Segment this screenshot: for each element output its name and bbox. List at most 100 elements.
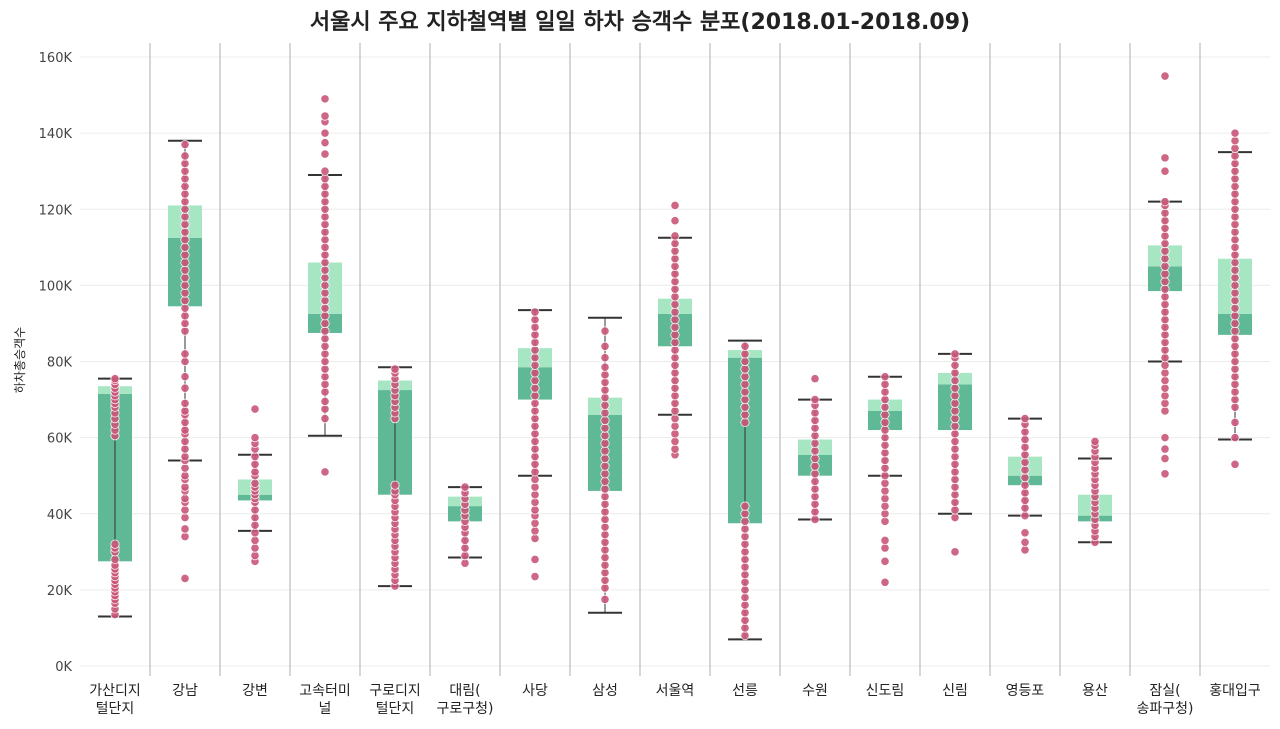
data-point bbox=[600, 408, 610, 418]
data-point bbox=[1020, 480, 1030, 490]
data-point bbox=[320, 295, 330, 306]
data-point bbox=[600, 461, 610, 471]
data-point bbox=[810, 507, 820, 517]
x-tick-label: 서울역 bbox=[656, 683, 695, 699]
data-point bbox=[600, 476, 610, 486]
data-point bbox=[600, 362, 610, 372]
data-point bbox=[670, 360, 680, 370]
y-axis-label: 하차총승객수 bbox=[13, 327, 27, 393]
data-point bbox=[810, 499, 820, 509]
data-point bbox=[740, 394, 750, 405]
data-point bbox=[250, 478, 260, 488]
x-tick-label: 대림( bbox=[449, 683, 480, 699]
data-point bbox=[600, 341, 610, 351]
data-point bbox=[740, 417, 750, 427]
data-point bbox=[1160, 261, 1170, 271]
data-point bbox=[740, 379, 750, 389]
data-point bbox=[180, 181, 190, 192]
data-point bbox=[950, 368, 960, 378]
data-point bbox=[530, 452, 540, 462]
data-point bbox=[320, 94, 330, 104]
data-point bbox=[1230, 265, 1240, 275]
data-point bbox=[810, 394, 820, 405]
data-point bbox=[180, 311, 190, 321]
data-point bbox=[1230, 143, 1240, 153]
data-point bbox=[880, 509, 890, 519]
data-point bbox=[880, 486, 890, 496]
data-point bbox=[1160, 383, 1170, 393]
data-point bbox=[180, 166, 190, 176]
data-point bbox=[1160, 337, 1170, 348]
data-point bbox=[320, 197, 330, 207]
data-point bbox=[180, 242, 190, 252]
data-point bbox=[950, 452, 960, 462]
x-tick-label: 널 bbox=[319, 701, 332, 717]
data-point bbox=[670, 231, 680, 241]
data-point bbox=[530, 490, 540, 500]
data-point bbox=[600, 594, 610, 604]
data-point bbox=[950, 436, 960, 447]
chart-title: 서울시 주요 지하철역별 일일 하차 승객수 분포(2018.01-2018.0… bbox=[309, 10, 971, 35]
data-point bbox=[670, 246, 680, 256]
data-point bbox=[600, 560, 610, 570]
data-point bbox=[250, 404, 260, 414]
data-point bbox=[530, 518, 540, 528]
data-point bbox=[530, 368, 540, 378]
data-point bbox=[810, 415, 820, 426]
data-point bbox=[950, 383, 960, 393]
data-point bbox=[1160, 375, 1170, 386]
data-point bbox=[880, 455, 890, 466]
data-point bbox=[1230, 136, 1240, 146]
data-point bbox=[1160, 197, 1170, 207]
data-point bbox=[880, 471, 890, 481]
data-point bbox=[320, 250, 330, 260]
data-point bbox=[390, 480, 400, 490]
data-point bbox=[180, 383, 190, 393]
data-point bbox=[1160, 368, 1170, 378]
data-point bbox=[1160, 208, 1170, 218]
data-point bbox=[320, 341, 330, 351]
data-point bbox=[180, 493, 190, 504]
data-point bbox=[1020, 450, 1030, 460]
data-point bbox=[1160, 433, 1170, 443]
data-point bbox=[1020, 442, 1030, 452]
data-point bbox=[670, 330, 680, 340]
data-point bbox=[950, 512, 960, 523]
data-point bbox=[530, 505, 540, 515]
y-tick-label: 80K bbox=[47, 356, 73, 371]
data-point bbox=[670, 421, 680, 431]
data-point bbox=[530, 307, 540, 317]
x-tick-label: 용산 bbox=[1082, 683, 1108, 699]
data-point bbox=[1230, 402, 1240, 412]
data-point bbox=[740, 577, 750, 587]
x-tick-label: 구로디지 bbox=[369, 683, 421, 699]
data-point bbox=[1230, 364, 1240, 374]
data-point bbox=[810, 514, 820, 525]
data-point bbox=[180, 212, 190, 222]
data-point bbox=[810, 484, 820, 494]
data-point bbox=[320, 280, 330, 290]
data-point bbox=[1020, 472, 1030, 483]
data-point bbox=[1230, 349, 1240, 359]
x-tick-label: 강남 bbox=[172, 683, 198, 699]
data-point bbox=[320, 265, 330, 275]
data-point bbox=[180, 452, 190, 462]
data-point bbox=[320, 326, 330, 336]
y-axis-ticks: 0K 20K 40K 60K 80K 100K 120K 140K 160K bbox=[39, 51, 73, 675]
data-point bbox=[670, 429, 680, 439]
data-point bbox=[1160, 322, 1170, 332]
data-point bbox=[180, 197, 190, 207]
data-point bbox=[670, 200, 680, 211]
data-point bbox=[670, 353, 680, 363]
data-point bbox=[950, 459, 960, 469]
data-point bbox=[950, 413, 960, 424]
data-point bbox=[180, 303, 190, 313]
x-tick-label: 홍대입구 bbox=[1209, 683, 1261, 699]
data-point bbox=[600, 583, 610, 593]
data-point bbox=[1230, 197, 1240, 207]
data-point bbox=[110, 374, 120, 384]
data-point bbox=[530, 322, 540, 332]
data-point bbox=[880, 556, 890, 566]
data-point bbox=[740, 524, 750, 534]
